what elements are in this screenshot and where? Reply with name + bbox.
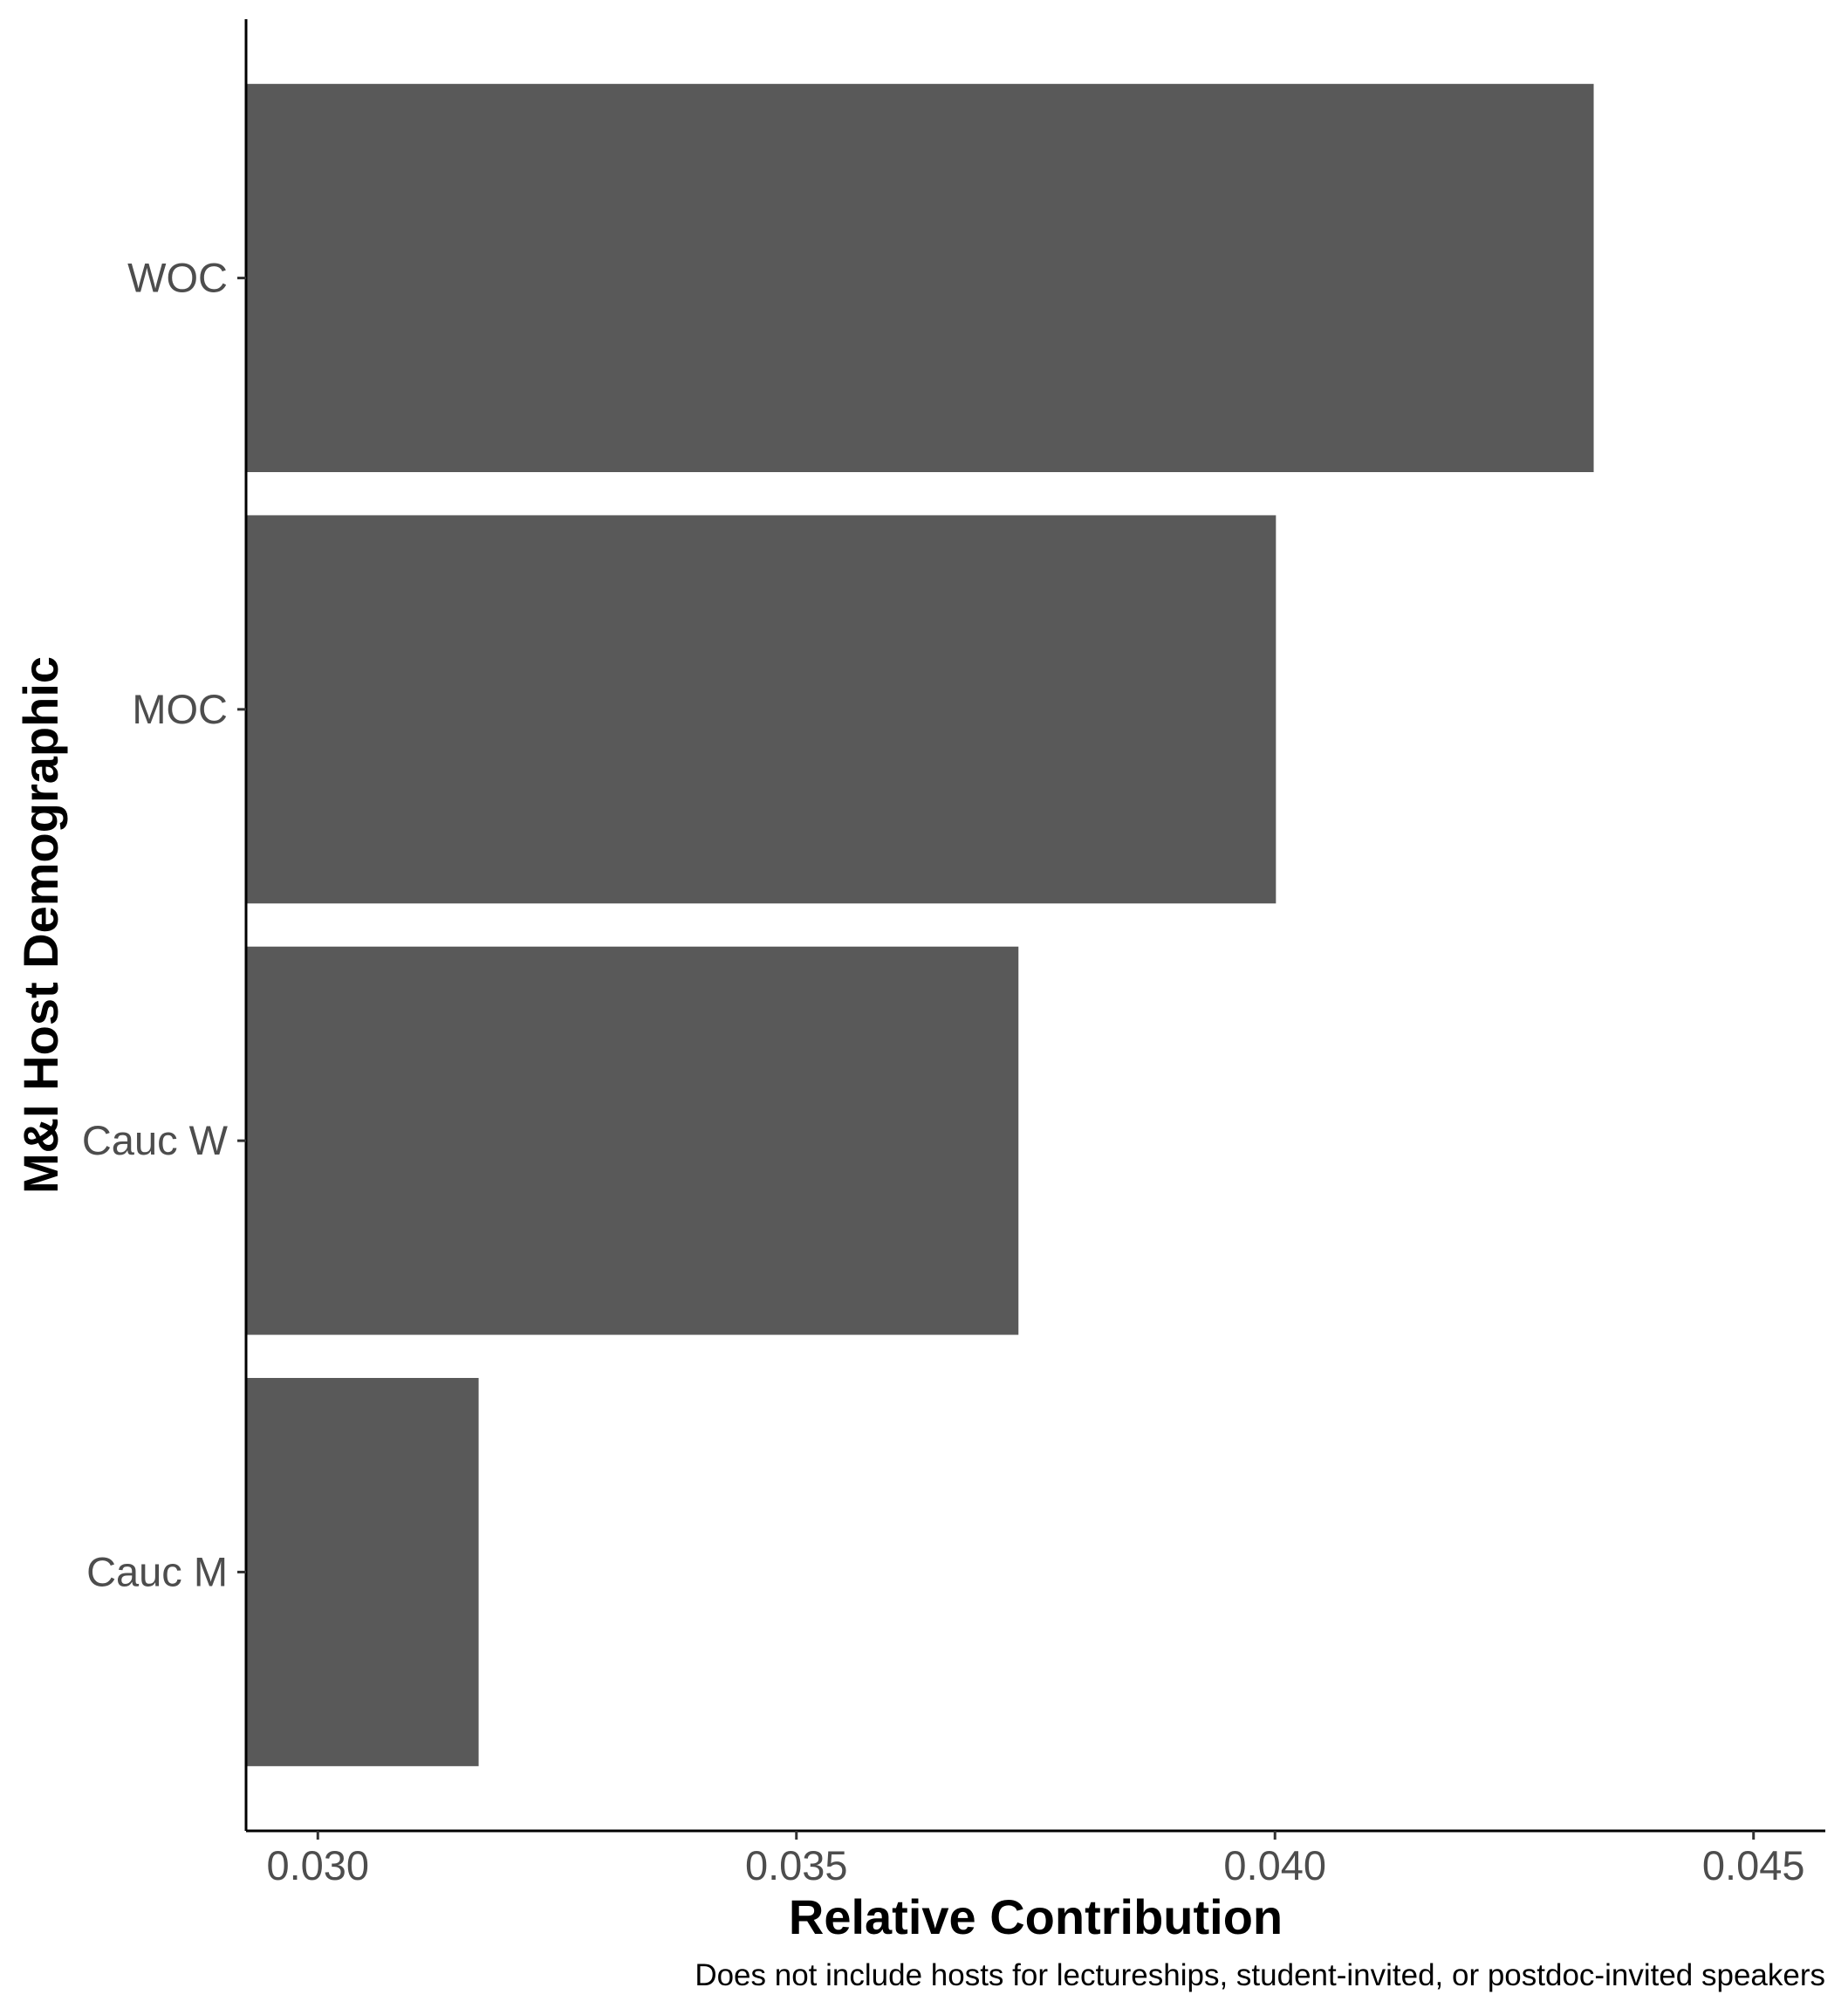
x-tick-label: 0.040 xyxy=(1223,1842,1326,1888)
y-ticks-group: Cauc M Cauc W MOC WOC xyxy=(82,255,246,1594)
x-ticks-group: 0.030 0.035 0.040 0.045 xyxy=(266,1831,1805,1888)
y-tick-label: Cauc M xyxy=(86,1548,228,1594)
y-tick-label: MOC xyxy=(132,686,228,732)
y-tick-label: WOC xyxy=(127,255,228,301)
bar-moc xyxy=(246,515,1276,904)
bar-woc xyxy=(246,84,1594,473)
x-tick-label: 0.030 xyxy=(266,1842,369,1888)
bars-group xyxy=(246,84,1594,1766)
chart-caption: Does not include hosts for lectureships,… xyxy=(695,1958,1825,1992)
x-tick-label: 0.045 xyxy=(1702,1842,1805,1888)
y-axis-title: M&I Host Demographic xyxy=(13,656,68,1194)
x-axis-title: Relative Contribution xyxy=(789,1889,1283,1944)
y-tick-label: Cauc W xyxy=(82,1117,229,1163)
x-tick-label: 0.035 xyxy=(745,1842,848,1888)
bar-cauc-m xyxy=(246,1378,479,1766)
bar-cauc-w xyxy=(246,946,1019,1335)
